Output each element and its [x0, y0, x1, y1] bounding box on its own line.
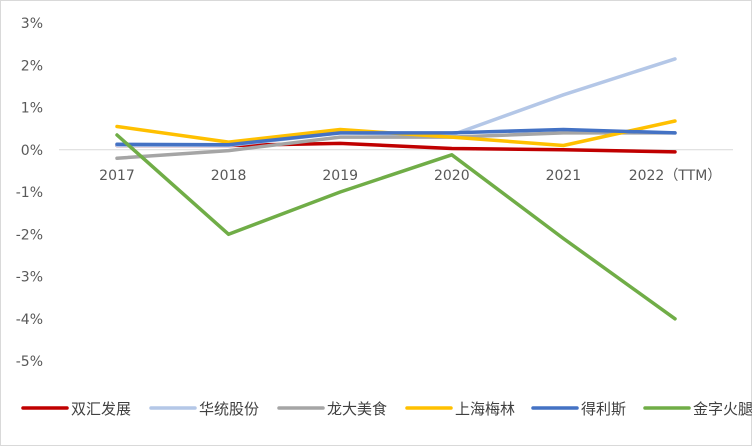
y-tick-label: -3%	[16, 270, 43, 286]
series-line-6	[115, 133, 677, 321]
y-tick-label: 1%	[21, 101, 43, 117]
x-tick-label: 2017	[99, 168, 135, 184]
series-line-3	[115, 131, 677, 160]
legend-label-2: 华统股份	[199, 400, 259, 418]
legend-label-1: 双汇发展	[71, 400, 131, 418]
legend-label-4: 上海梅林	[455, 400, 515, 418]
y-tick-label: 2%	[21, 58, 43, 74]
y-tick-label: 0%	[21, 143, 43, 159]
y-tick-label: -5%	[16, 354, 43, 370]
x-tick-label: 2018	[211, 168, 247, 184]
x-tick-label: 2019	[322, 168, 358, 184]
legend-label-6: 金字火腿	[693, 400, 752, 418]
series-line-5	[115, 127, 677, 147]
x-tick-label: 2022（TTM）	[629, 168, 722, 184]
legend-label-3: 龙大美食	[327, 400, 387, 418]
y-tick-label: -1%	[16, 185, 43, 201]
x-tick-label: 2021	[546, 168, 582, 184]
legend-label-5: 得利斯	[581, 400, 626, 418]
y-tick-label: -2%	[16, 227, 43, 243]
y-tick-label: 3%	[21, 16, 43, 32]
y-tick-label: -4%	[16, 312, 43, 328]
x-tick-label: 2020	[434, 168, 470, 184]
